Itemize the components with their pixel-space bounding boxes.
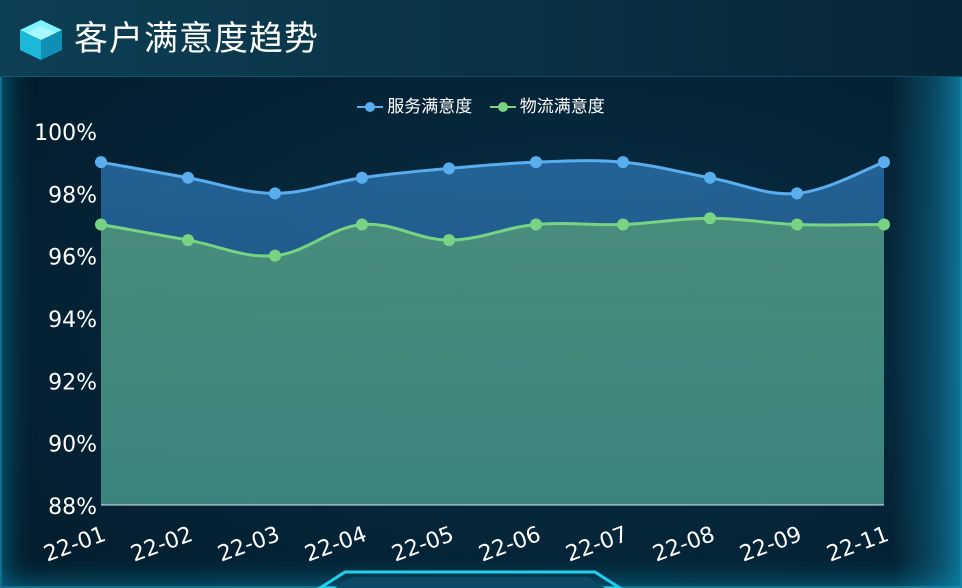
legend-item-logistics[interactable]: 物流满意度 [489, 92, 605, 117]
data-point-series-0-2 [269, 187, 281, 200]
data-point-series-0-1 [182, 171, 194, 184]
data-point-series-1-3 [356, 218, 368, 231]
data-point-series-0-7 [704, 171, 716, 184]
y-tick-label: 100% [34, 121, 97, 146]
y-tick-label: 92% [48, 370, 97, 395]
legend-label-service: 服务满意度 [387, 97, 473, 117]
data-point-series-0-6 [617, 156, 629, 169]
data-point-series-0-0 [95, 156, 107, 169]
data-point-series-0-9 [878, 156, 890, 169]
legend-item-service[interactable]: 服务满意度 [357, 92, 472, 117]
data-point-series-1-0 [95, 218, 107, 231]
data-point-series-1-2 [269, 249, 281, 262]
legend-label-logistics: 物流满意度 [519, 97, 605, 117]
x-tick-label: 22-05 [389, 522, 458, 567]
legend-marker-service [357, 102, 384, 112]
data-point-series-0-4 [443, 162, 455, 175]
y-tick-label: 96% [48, 246, 97, 271]
x-tick-label: 22-02 [128, 522, 197, 567]
data-point-series-1-6 [617, 218, 629, 231]
x-tick-label: 22-06 [476, 522, 545, 567]
data-point-series-1-8 [791, 218, 803, 231]
y-tick-label: 88% [48, 495, 97, 520]
page-title: 客户满意度趋势 [74, 19, 319, 59]
data-point-series-0-5 [530, 156, 542, 169]
y-tick-label: 94% [48, 308, 97, 333]
x-tick-label: 22-09 [737, 522, 806, 567]
x-tick-label: 22-11 [824, 522, 893, 567]
line-series-0 [100, 159, 885, 196]
data-point-series-0-8 [791, 187, 803, 200]
data-point-series-1-5 [530, 218, 542, 231]
x-tick-label: 22-03 [215, 522, 284, 567]
x-tick-label: 22-04 [302, 522, 371, 567]
layers-cube-icon [20, 20, 62, 60]
legend-marker-logistics [489, 102, 516, 112]
data-point-series-1-9 [878, 218, 890, 231]
y-tick-label: 90% [48, 433, 97, 458]
bottom-decoration [317, 570, 623, 588]
panel-header: 客户满意度趋势 [0, 0, 962, 77]
x-tick-label: 22-07 [563, 522, 632, 567]
data-point-series-1-1 [182, 234, 194, 247]
frame-glow [892, 0, 962, 588]
x-tick-label: 22-08 [650, 522, 719, 567]
area-fill-series-1 [101, 218, 884, 505]
line-series-1 [100, 216, 885, 258]
data-point-series-0-3 [356, 171, 368, 184]
x-tick-label: 22-01 [41, 522, 110, 567]
data-point-series-1-7 [704, 212, 716, 225]
chart-legend: 服务满意度 物流满意度 [0, 92, 962, 117]
y-tick-label: 98% [48, 183, 97, 208]
data-point-series-1-4 [443, 234, 455, 247]
